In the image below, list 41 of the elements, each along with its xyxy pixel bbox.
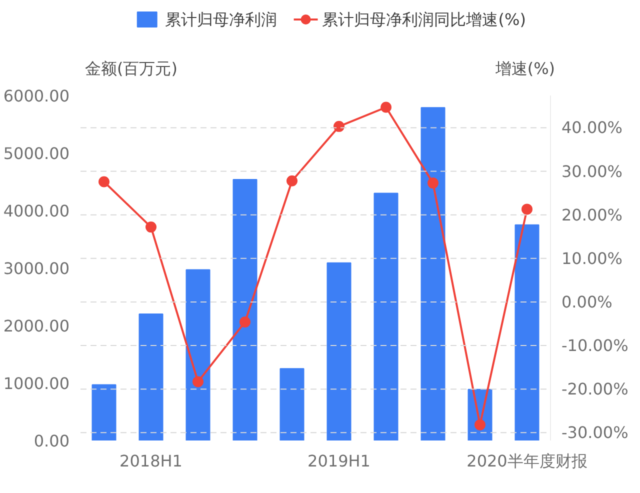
bar [326, 262, 352, 440]
y-tick-label: 4000.00 [3, 202, 70, 220]
bar [514, 224, 540, 440]
point [192, 376, 204, 388]
y-tick-label: 5000.00 [3, 144, 70, 163]
y-tick-label: 3000.00 [3, 259, 70, 278]
y2-tick-label: 20.00% [562, 205, 623, 224]
point [428, 178, 438, 189]
y2-tick-label: -20.00% [562, 380, 628, 399]
y-tick-label: 6000.00 [3, 86, 70, 106]
point [286, 175, 298, 186]
y2-tick-label: -10.00% [562, 336, 628, 356]
bar [374, 192, 398, 440]
point [334, 120, 344, 132]
point [522, 204, 532, 215]
point [380, 102, 392, 113]
legend-label: 累计归母净利润 [165, 10, 278, 29]
y2-tick-label: -30.00% [562, 423, 628, 442]
y-tick-label: 2000.00 [3, 316, 70, 336]
y-tick-label: 0.00 [34, 432, 70, 450]
bar [420, 107, 446, 440]
y2-tick-label: 10.00% [562, 248, 623, 268]
bar [138, 314, 164, 440]
bar [280, 368, 304, 440]
y2-axis-title: 增速(%) [494, 59, 556, 78]
point [240, 316, 250, 328]
y2-tick-label: 30.00% [562, 162, 623, 181]
point [98, 176, 110, 188]
x-tick-label: 2020半年度财报 [466, 452, 588, 470]
y-axis-title: 金额(百万元) [84, 59, 178, 78]
bar [92, 384, 116, 440]
x-tick-label: 2019H1 [308, 452, 370, 470]
x-tick-label: 2018H1 [120, 452, 182, 470]
legend-label: 累计归母净利润同比增速(%) [322, 10, 526, 29]
bar [186, 269, 210, 440]
y2-tick-label: 0.00% [562, 292, 612, 312]
point [474, 419, 486, 430]
bar [232, 178, 258, 440]
point [146, 222, 156, 233]
y2-tick-label: 40.00% [562, 118, 623, 138]
y-tick-label: 1000.00 [3, 374, 70, 393]
